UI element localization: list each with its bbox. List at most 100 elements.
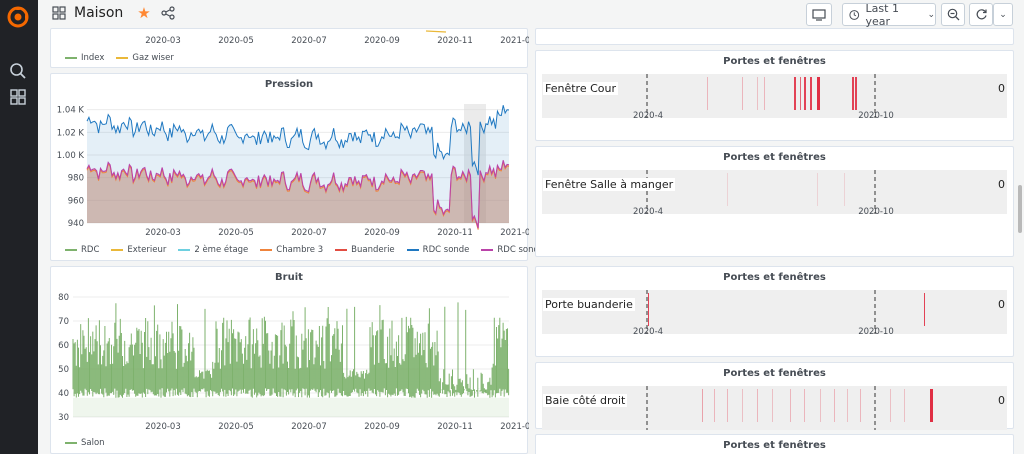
state-bar[interactable] [834, 389, 835, 422]
y-tick-label: 70 [58, 317, 69, 327]
y-tick-label: 1.00 K [57, 151, 85, 161]
panel-title[interactable]: Portes et fenêtres [723, 56, 826, 67]
state-bar[interactable] [804, 77, 806, 110]
state-bar[interactable] [860, 389, 861, 422]
panel-title[interactable]: Portes et fenêtres [723, 440, 826, 451]
legend-swatch [65, 57, 77, 59]
door-label: Baie côté droit [543, 394, 628, 407]
state-timeline[interactable] [542, 290, 1007, 334]
x-tick-label: 2021-01 [500, 422, 529, 432]
panel-title[interactable]: Pression [264, 79, 314, 90]
legend-item[interactable]: Salon [65, 438, 105, 448]
legend-swatch [111, 249, 124, 251]
top-navbar: Maison ★ Last 1 year ⌄ [38, 0, 1024, 30]
share-icon[interactable] [161, 6, 175, 20]
state-bar[interactable] [648, 293, 649, 326]
panel-title[interactable]: Portes et fenêtres [723, 152, 826, 163]
x-tick-label: 2020-05 [218, 228, 254, 238]
panel-title[interactable]: Bruit [275, 272, 303, 283]
y-tick-label: 40 [58, 389, 69, 399]
state-bar[interactable] [742, 77, 743, 110]
state-bar[interactable] [772, 389, 773, 422]
state-bar[interactable] [800, 77, 801, 110]
state-bar[interactable] [817, 173, 818, 206]
x-tick-label: 2021-01 [500, 36, 529, 46]
state-bar[interactable] [855, 77, 857, 110]
state-bar[interactable] [810, 77, 812, 110]
state-bar[interactable] [757, 77, 758, 110]
refresh-icon [976, 9, 987, 20]
legend-item[interactable]: 2 ème étage [178, 245, 248, 255]
state-bar[interactable] [707, 77, 708, 110]
legend-item[interactable]: Exterieur [111, 245, 166, 255]
state-bar[interactable] [930, 389, 933, 422]
state-bar[interactable] [820, 389, 821, 422]
state-bar[interactable] [764, 77, 765, 110]
panel-door-fenetre-salle: Portes et fenêtres Fenêtre Salle à mange… [535, 146, 1014, 257]
state-bar[interactable] [702, 389, 703, 422]
pression-chart[interactable]: 1.04 K 1.02 K 1.00 K 980 960 940 2020-03 2020-0… [51, 92, 529, 257]
salon-area [73, 397, 509, 417]
legend-label: Salon [81, 438, 105, 448]
state-bar[interactable] [742, 389, 743, 422]
state-bar[interactable] [727, 173, 728, 206]
clock-icon [849, 9, 860, 20]
tv-mode-button[interactable] [806, 3, 832, 26]
state-bar[interactable] [817, 77, 820, 110]
door-label: Fenêtre Cour [543, 82, 618, 95]
dashboard-title-group: Maison ★ [52, 4, 175, 22]
state-bar[interactable] [757, 389, 758, 422]
state-bar[interactable] [790, 389, 791, 422]
state-bar[interactable] [924, 293, 925, 326]
panel-title[interactable]: Portes et fenêtres [723, 272, 826, 283]
legend-item[interactable]: RDC sonde [406, 245, 469, 255]
x-tick-label: 2020-03 [145, 422, 181, 432]
x-tick-label: 2020-07 [291, 36, 327, 46]
refresh-interval-dropdown[interactable]: ⌄ [993, 3, 1013, 26]
bruit-legend: Salon [65, 438, 105, 448]
state-bar[interactable] [794, 77, 796, 110]
door-label: Fenêtre Salle à manger [543, 178, 676, 191]
state-bar[interactable] [727, 389, 728, 422]
search-icon[interactable] [9, 62, 27, 80]
legend-item[interactable]: Chambre 3 [260, 245, 323, 255]
door-x-axis: 2020-4 2020-10 [633, 111, 894, 121]
grafana-logo-icon[interactable] [7, 6, 29, 28]
legend-label: Exterieur [127, 245, 167, 255]
legend-item[interactable]: Buanderie [335, 245, 395, 255]
bruit-chart[interactable]: 80 70 60 50 40 30 2020-03 2020-05 2020-07 2020-09… [51, 285, 529, 450]
y-tick-label: 50 [58, 365, 69, 375]
zoom-out-button[interactable] [941, 3, 965, 26]
legend-item[interactable]: RDC [65, 245, 99, 255]
door-value: 0 [998, 82, 1005, 95]
time-picker-button[interactable]: Last 1 year ⌄ [842, 2, 936, 28]
panel-right-top-partial [535, 28, 1014, 45]
dashboards-icon[interactable] [9, 88, 27, 106]
top-partial-legend: Index Gaz wiser [65, 53, 174, 63]
state-timeline[interactable] [542, 386, 1007, 430]
state-bar[interactable] [890, 389, 891, 422]
zoom-out-icon [947, 8, 959, 21]
page-scrollbar[interactable] [1018, 185, 1022, 233]
star-icon[interactable]: ★ [137, 4, 151, 22]
legend-item[interactable]: Index [65, 53, 104, 63]
state-timeline[interactable] [542, 74, 1007, 118]
panel-title[interactable]: Portes et fenêtres [723, 368, 826, 379]
x-tick-label: 2020-10 [858, 327, 894, 337]
y-tick-label: 940 [68, 219, 84, 229]
dashboard-title[interactable]: Maison [74, 5, 124, 21]
x-tick-label: 2020-10 [858, 207, 894, 217]
top-partial-x-axis: 2020-03 2020-05 2020-07 2020-09 2020-11 2021-… [145, 36, 529, 46]
x-tick-label: 2020-05 [218, 422, 254, 432]
state-bar[interactable] [804, 389, 805, 422]
refresh-button[interactable] [969, 3, 993, 26]
state-bar[interactable] [852, 77, 854, 110]
state-bar[interactable] [847, 389, 848, 422]
state-bar[interactable] [844, 173, 845, 206]
state-bar[interactable] [904, 389, 905, 422]
panel-door-baie-cote-droit: Portes et fenêtres Baie côté droit 0 [535, 362, 1014, 430]
state-timeline[interactable] [542, 170, 1007, 214]
x-tick-label: 2020-05 [218, 36, 254, 46]
legend-item[interactable]: Gaz wiser [116, 53, 174, 63]
state-bar[interactable] [714, 389, 715, 422]
